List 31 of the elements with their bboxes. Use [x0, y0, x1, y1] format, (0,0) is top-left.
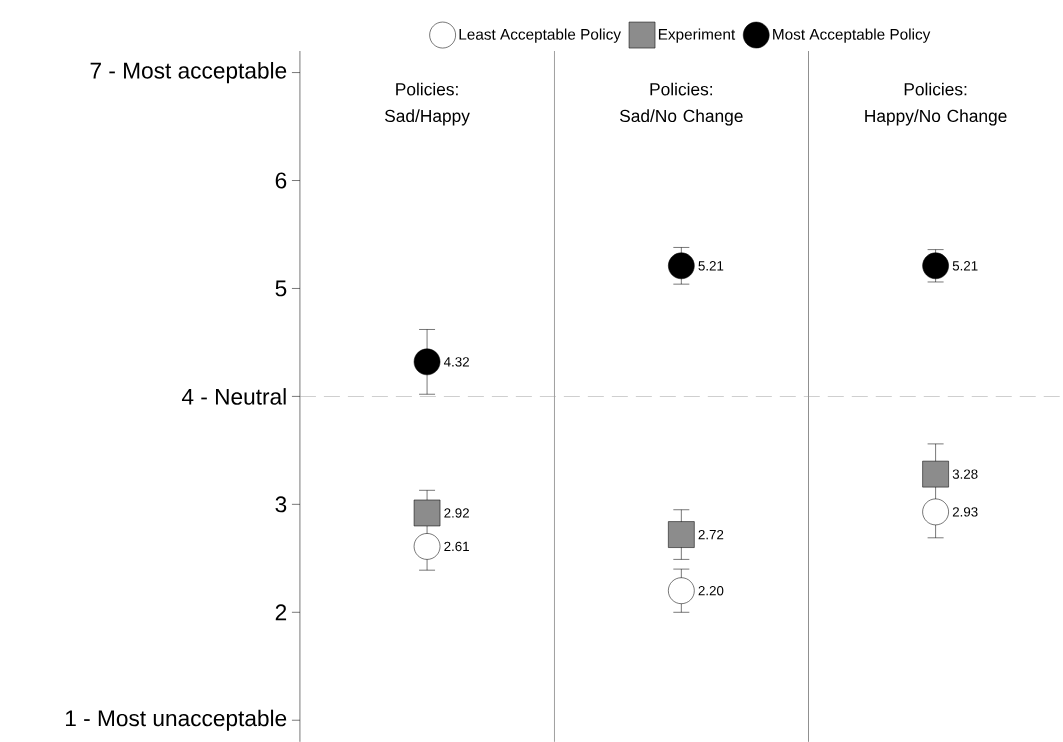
- point: [668, 577, 695, 604]
- data-label: 2.20: [698, 585, 724, 596]
- legend-label: Experiment: [658, 28, 736, 43]
- x-tick-label: Policies: Happy/No Change: [865, 82, 1007, 126]
- data-label: 5.21: [698, 261, 724, 271]
- legend-label: Most Acceptable Policy: [773, 28, 931, 43]
- y-tick-label: 6: [275, 172, 287, 189]
- y-tick-label: 2: [275, 604, 287, 621]
- x-tick-label: Policies: Sad/Happy: [384, 82, 470, 126]
- point: [922, 252, 949, 280]
- point: [413, 499, 441, 527]
- data-label: 2.72: [698, 529, 724, 540]
- x-tick-label: Policies: Sad/No Change: [619, 82, 743, 126]
- y-tick-label: 1 - Most unacceptable: [65, 709, 287, 731]
- y-tick-label: 3: [275, 496, 287, 513]
- point: [413, 533, 441, 560]
- y-tick-label: 7 - Most acceptable: [90, 61, 287, 84]
- point: [668, 252, 695, 280]
- data-label: 5.21: [952, 261, 978, 271]
- point: [668, 521, 695, 548]
- data-label: 3.28: [952, 469, 978, 479]
- point: [922, 498, 949, 526]
- legend-label: Least Acceptable Policy: [459, 28, 621, 43]
- y-tick-label: 4 - Neutral: [181, 388, 286, 405]
- data-label: 2.93: [952, 507, 978, 517]
- y-tick-label: 5: [275, 280, 287, 297]
- data-label: 2.92: [444, 508, 469, 518]
- point: [922, 460, 949, 488]
- point: [413, 348, 441, 376]
- data-label: 2.61: [444, 541, 469, 552]
- data-label: 4.32: [443, 357, 469, 367]
